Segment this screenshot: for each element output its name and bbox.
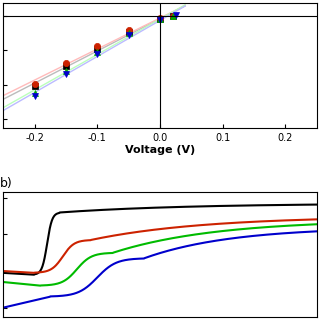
Text: b): b) (0, 177, 13, 190)
X-axis label: Voltage (V): Voltage (V) (125, 145, 195, 155)
